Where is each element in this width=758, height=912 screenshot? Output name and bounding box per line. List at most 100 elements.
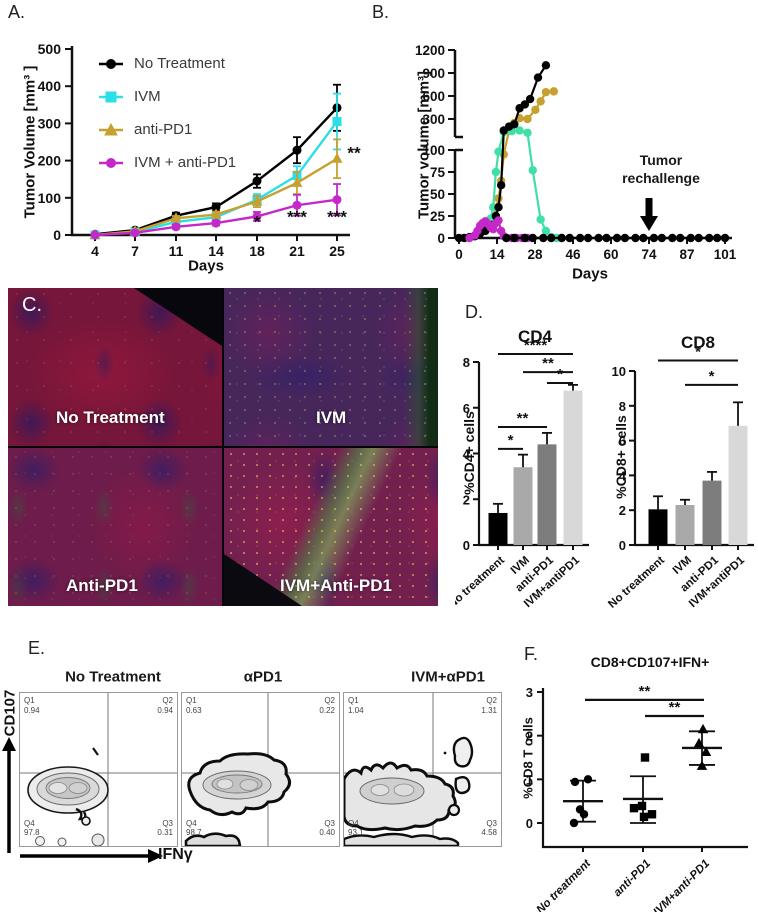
svg-text:0: 0 bbox=[463, 538, 470, 553]
ifng-axis-arrow bbox=[20, 849, 163, 863]
svg-text:IVM+anti-PD1: IVM+anti-PD1 bbox=[651, 858, 712, 912]
quadrant-q2: Q2 1.31 bbox=[481, 696, 497, 715]
svg-text:*: * bbox=[695, 344, 701, 361]
svg-text:0: 0 bbox=[526, 816, 533, 831]
svg-text:*: * bbox=[254, 213, 261, 232]
svg-text:*: * bbox=[709, 368, 715, 385]
svg-text:21: 21 bbox=[289, 243, 305, 259]
svg-text:0: 0 bbox=[455, 247, 463, 262]
flow-title-ivm-apd1: IVM+αPD1 bbox=[411, 668, 485, 686]
svg-text:600: 600 bbox=[422, 89, 445, 104]
panel-b-y-axis-title: Tumor volume [mm³] bbox=[415, 70, 433, 220]
q2-value: 1.31 bbox=[481, 705, 497, 715]
quadrant-q1: Q1 1.04 bbox=[348, 696, 364, 715]
svg-text:25: 25 bbox=[329, 243, 345, 259]
panel-d-label: D. bbox=[465, 302, 483, 322]
q1-value: 0.63 bbox=[186, 705, 202, 715]
svg-text:300: 300 bbox=[422, 112, 445, 127]
cd107-axis-title: CD107 bbox=[1, 689, 19, 737]
svg-text:****: **** bbox=[524, 337, 548, 354]
series-no-treatment bbox=[454, 61, 551, 243]
panel-b-chart: 300 600 900 1200 0 25 50 75 100 0 14 28 46 60 74 87 101 bbox=[415, 43, 737, 262]
contour-cluster bbox=[182, 693, 339, 846]
svg-text:2: 2 bbox=[526, 729, 533, 744]
q3-value: 4.58 bbox=[481, 828, 497, 838]
svg-text:18: 18 bbox=[249, 243, 265, 259]
group-no-treatment bbox=[563, 775, 603, 828]
q4-value: 97.8 bbox=[24, 828, 40, 838]
quadrant-q2: Q2 0.22 bbox=[319, 696, 335, 715]
annotation-line1: Tumor bbox=[639, 152, 683, 168]
svg-text:75: 75 bbox=[430, 165, 446, 180]
svg-text:400: 400 bbox=[38, 78, 62, 94]
quadrant-q4: Q4 98.7 bbox=[186, 818, 202, 838]
svg-text:300: 300 bbox=[38, 115, 62, 131]
group-anti-pd1 bbox=[623, 753, 663, 824]
quadrant-q2: Q2 0.94 bbox=[157, 696, 173, 715]
svg-text:**: ** bbox=[669, 699, 681, 716]
svg-text:**: ** bbox=[347, 144, 361, 163]
legend-marker-square bbox=[99, 91, 123, 102]
svg-text:11: 11 bbox=[169, 243, 184, 259]
panel-a: A. 0 100 200 300 400 500 4 7 11 14 18 21 25 * *** *** **… bbox=[0, 0, 380, 285]
panel-f-label: F. bbox=[524, 644, 539, 664]
svg-text:4: 4 bbox=[91, 243, 99, 259]
legend-item-ivm-anti-pd1: IVM + anti-PD1 bbox=[98, 146, 236, 179]
quadrant-q4: Q4 97.8 bbox=[24, 818, 40, 838]
panel-f-title: CD8+CD107+IFN+ bbox=[590, 654, 710, 670]
q2-value: 0.22 bbox=[319, 705, 335, 715]
svg-text:2: 2 bbox=[619, 503, 626, 518]
cd8-chart-title: CD8 bbox=[680, 333, 716, 352]
quadrant-q3: Q3 4.58 bbox=[481, 818, 497, 838]
svg-text:6: 6 bbox=[619, 434, 626, 449]
micrograph-label: No Treatment bbox=[56, 408, 165, 427]
legend-item-anti-pd1: anti-PD1 bbox=[98, 113, 236, 146]
panel-b-label: B. bbox=[372, 2, 390, 22]
svg-text:500: 500 bbox=[38, 41, 62, 57]
panel-e-label: E. bbox=[28, 638, 46, 658]
svg-text:2: 2 bbox=[463, 492, 470, 507]
svg-text:**: ** bbox=[639, 683, 651, 700]
flow-title-apd1: αPD1 bbox=[243, 668, 283, 686]
svg-text:0: 0 bbox=[619, 538, 626, 553]
svg-text:anti-PD1: anti-PD1 bbox=[612, 858, 653, 899]
annotation-line2: rechallenge bbox=[622, 169, 700, 186]
svg-text:No treatment: No treatment bbox=[455, 554, 507, 610]
cd4-chart-title: CD4 bbox=[517, 327, 553, 346]
tumor-rechallenge-annotation: Tumor rechallenge bbox=[596, 152, 726, 187]
svg-text:7: 7 bbox=[131, 243, 139, 259]
flow-title-no-treatment: No Treatment bbox=[65, 668, 161, 686]
svg-text:14: 14 bbox=[208, 243, 224, 259]
panel-c-micrographs: C. No Treatment IVM Anti-PD1 IVM+Anti-PD… bbox=[8, 288, 438, 606]
panel-c-label: C. bbox=[22, 294, 42, 316]
legend-marker-circle bbox=[99, 157, 123, 168]
contour-cluster bbox=[344, 693, 501, 846]
q3-value: 0.40 bbox=[319, 828, 335, 838]
micrograph-anti-pd1: Anti-PD1 bbox=[8, 448, 222, 606]
quadrant-q4: Q4 93.1 bbox=[348, 818, 364, 838]
svg-text:87: 87 bbox=[679, 247, 694, 262]
legend-label: anti-PD1 bbox=[134, 121, 193, 138]
svg-text:28: 28 bbox=[527, 247, 543, 262]
legend-marker-triangle bbox=[99, 122, 123, 135]
svg-text:1: 1 bbox=[526, 772, 533, 787]
q1-value: 0.94 bbox=[24, 705, 40, 715]
legend-marker-circle bbox=[99, 58, 123, 69]
svg-text:25: 25 bbox=[430, 209, 446, 224]
panel-e: E. No Treatment αPD1 IVM+αPD1 CD107 IFNγ bbox=[0, 635, 520, 912]
svg-text:4: 4 bbox=[619, 468, 627, 483]
micrograph-label: Anti-PD1 bbox=[66, 576, 138, 595]
svg-text:60: 60 bbox=[603, 247, 618, 262]
flow-plot-no-treatment: Q1 0.94 Q2 0.94 Q4 97.8 Q3 0.31 bbox=[19, 692, 178, 847]
micrograph-no-treatment: C. No Treatment bbox=[8, 288, 222, 446]
micrograph-label: IVM bbox=[316, 408, 347, 427]
svg-text:8: 8 bbox=[463, 355, 470, 370]
micrograph-label: IVM+Anti-PD1 bbox=[280, 576, 392, 595]
quadrant-q1: Q1 0.63 bbox=[186, 696, 202, 715]
svg-text:**: ** bbox=[542, 355, 554, 372]
